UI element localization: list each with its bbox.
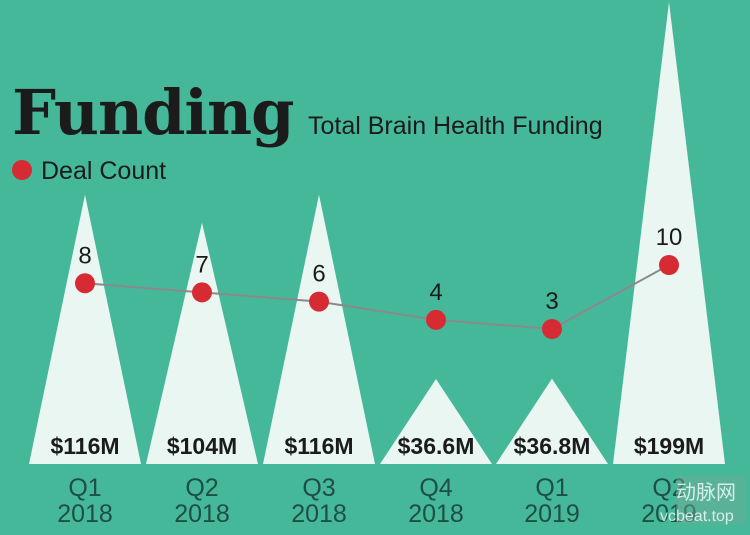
funding-peak-2 — [263, 194, 375, 464]
x-tick-year-5: 2019 — [641, 500, 697, 528]
funding-value-label-1: $104M — [167, 433, 237, 459]
deal-count-point-1 — [192, 282, 212, 303]
deal-count-labels: 8 7 6 4 3 10 — [78, 224, 682, 315]
deal-count-label-3: 4 — [429, 279, 442, 306]
deal-count-label-5: 10 — [656, 224, 683, 251]
funding-value-label-3: $36.6M — [398, 433, 475, 459]
x-tick-quarter-1: Q2 — [185, 474, 218, 502]
funding-peak-0 — [29, 194, 141, 464]
deal-count-line — [84, 264, 670, 331]
x-tick-quarter-2: Q3 — [302, 474, 335, 502]
x-tick-quarter-0: Q1 — [68, 474, 101, 502]
deal-count-point-2 — [309, 291, 329, 312]
funding-peak-4 — [496, 378, 608, 464]
funding-peaks — [29, 2, 725, 464]
funding-value-label-4: $36.8M — [514, 433, 591, 459]
x-tick-year-2: 2018 — [291, 500, 347, 528]
funding-peak-5 — [613, 2, 725, 464]
deal-count-points — [75, 255, 679, 339]
funding-value-label-5: $199M — [634, 433, 704, 459]
funding-value-label-0: $116M — [50, 433, 119, 459]
deal-count-point-0 — [75, 273, 95, 294]
legend-marker — [12, 160, 32, 180]
chart-title: Funding — [12, 76, 293, 149]
deal-count-series-line — [84, 264, 670, 331]
x-tick-quarter-4: Q1 — [535, 474, 568, 502]
x-tick-quarter-3: Q4 — [419, 474, 452, 502]
deal-count-label-4: 3 — [545, 288, 558, 315]
x-tick-year-1: 2018 — [174, 500, 230, 528]
chart-subtitle: Total Brain Health Funding — [308, 112, 603, 140]
x-tick-year-4: 2019 — [524, 500, 580, 528]
watermark-badge — [676, 476, 746, 524]
watermark-subtext: vcbeat.top — [660, 508, 734, 525]
deal-count-label-2: 6 — [312, 261, 325, 288]
x-tick-year-0: 2018 — [57, 500, 113, 528]
funding-peak-1 — [146, 222, 258, 464]
legend: Deal Count — [12, 157, 166, 185]
deal-count-point-3 — [426, 309, 446, 330]
deal-count-point-4 — [542, 319, 562, 339]
watermark-text: 动脉网 — [676, 481, 736, 504]
deal-count-label-0: 8 — [78, 242, 91, 269]
x-tick-year-3: 2018 — [408, 500, 464, 528]
funding-value-labels: $116M $104M $116M $36.6M $36.8M $199M — [50, 433, 704, 459]
watermark: 动脉网 vcbeat.top — [660, 476, 746, 525]
funding-peak-3 — [380, 379, 492, 464]
funding-value-label-2: $116M — [284, 433, 353, 459]
x-tick-quarter-5: Q2 — [652, 474, 685, 502]
legend-label: Deal Count — [41, 157, 166, 185]
deal-count-point-5 — [659, 255, 679, 275]
deal-count-label-1: 7 — [195, 251, 208, 278]
